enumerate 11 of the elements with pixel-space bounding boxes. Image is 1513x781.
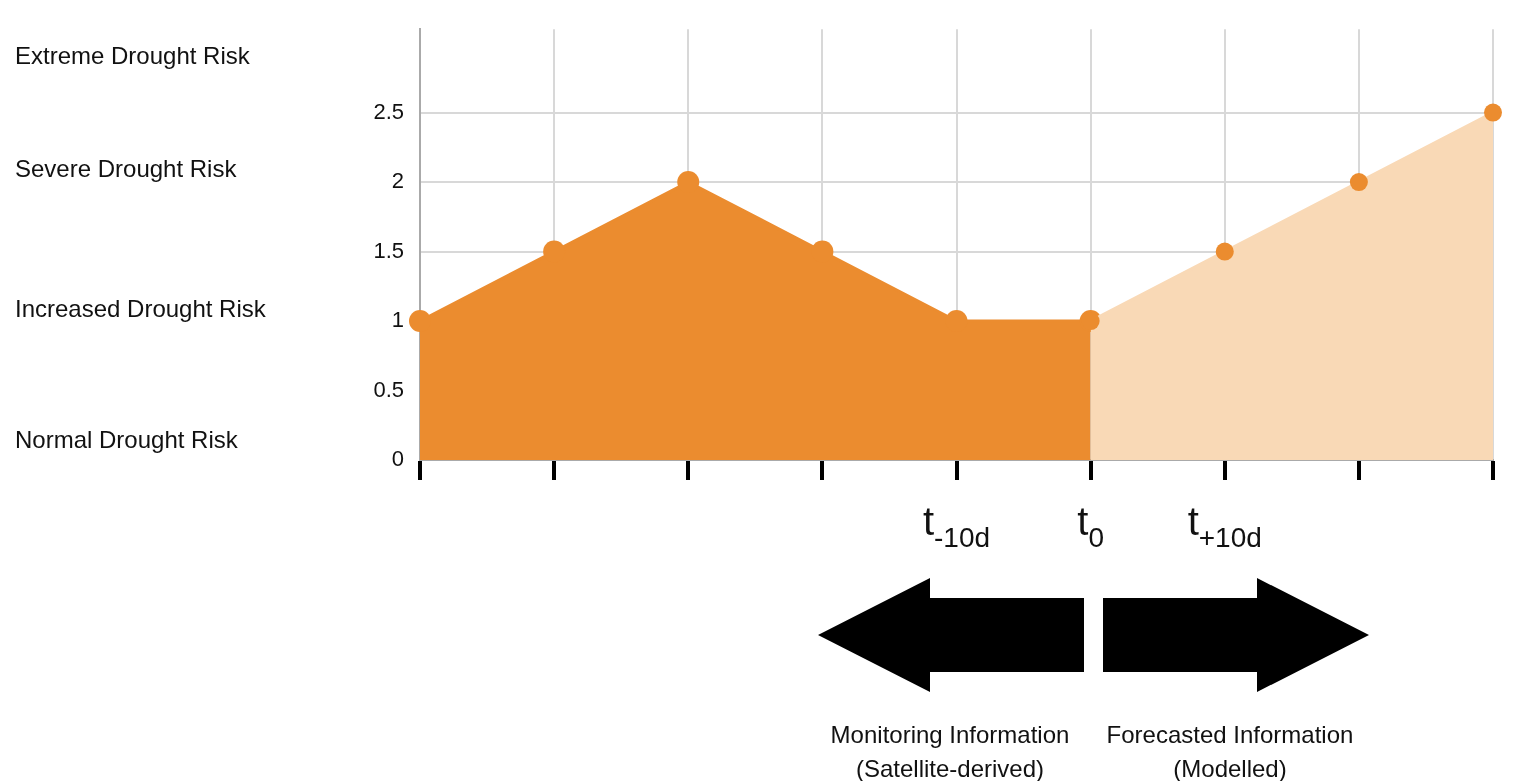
y-tick-label: 0 xyxy=(391,446,404,472)
y-tick-label: 2.5 xyxy=(373,98,404,124)
text: Normal Drought Risk xyxy=(15,425,238,455)
y-tick-label: 1.5 xyxy=(373,237,404,263)
text: Increased Drought Risk xyxy=(15,294,266,324)
y-tick-label: 1 xyxy=(391,307,404,333)
text: Extreme Drought Risk xyxy=(15,41,250,71)
text: Severe Drought Risk xyxy=(15,154,237,184)
y-tick-label: 2 xyxy=(391,168,404,194)
point xyxy=(409,310,431,333)
y-tick-label: 0.5 xyxy=(373,376,404,402)
